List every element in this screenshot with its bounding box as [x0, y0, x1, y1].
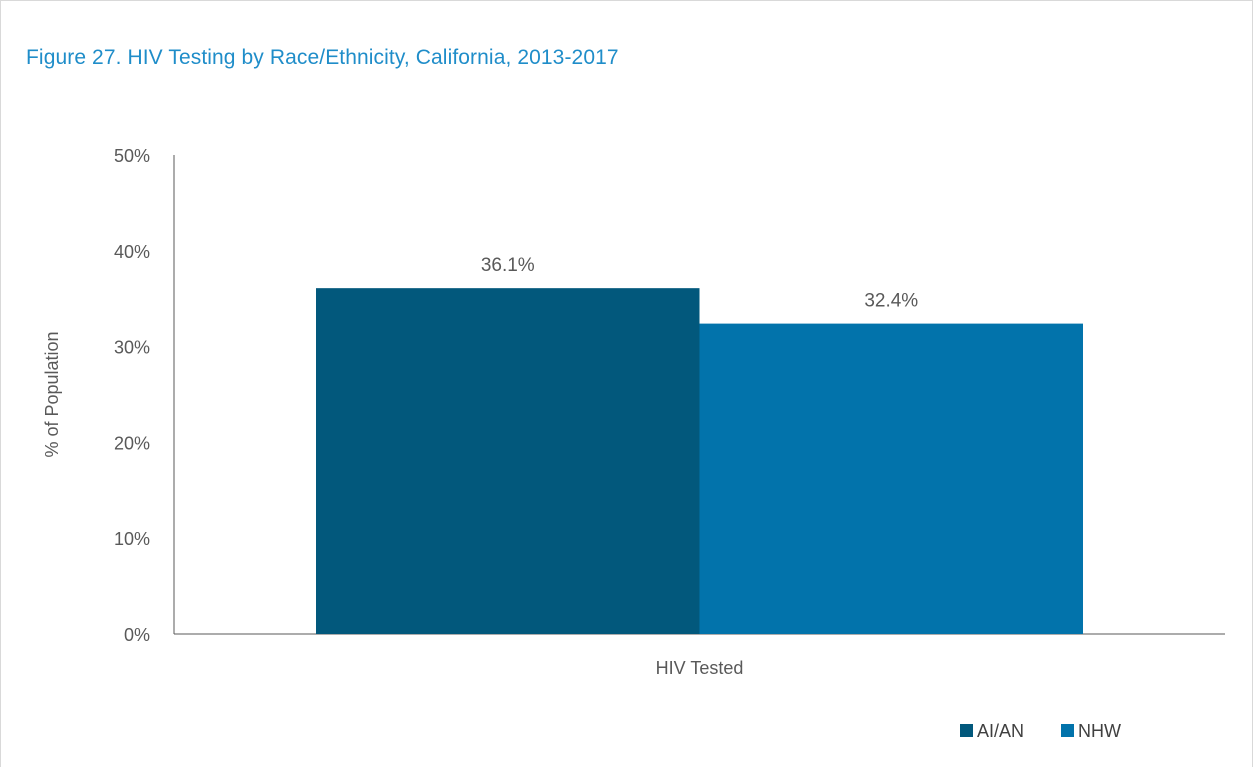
- legend-swatch: [960, 724, 973, 737]
- chart-title: Figure 27. HIV Testing by Race/Ethnicity…: [26, 46, 619, 69]
- legend-label: NHW: [1078, 721, 1121, 741]
- y-tick-label: 30%: [114, 338, 150, 358]
- legend-swatch: [1061, 724, 1074, 737]
- y-tick-label: 0%: [124, 625, 150, 645]
- data-label: 32.4%: [864, 291, 918, 312]
- bar-ai-an: [316, 288, 700, 634]
- y-tick-label: 20%: [114, 433, 150, 453]
- x-category-label: HIV Tested: [656, 658, 744, 678]
- data-label: 36.1%: [481, 255, 535, 276]
- legend-label: AI/AN: [977, 721, 1024, 741]
- y-tick-label: 10%: [114, 529, 150, 549]
- y-tick-label: 40%: [114, 242, 150, 262]
- y-tick-label: 50%: [114, 146, 150, 166]
- bar-nhw: [699, 323, 1083, 634]
- y-axis-label: % of Population: [42, 331, 62, 457]
